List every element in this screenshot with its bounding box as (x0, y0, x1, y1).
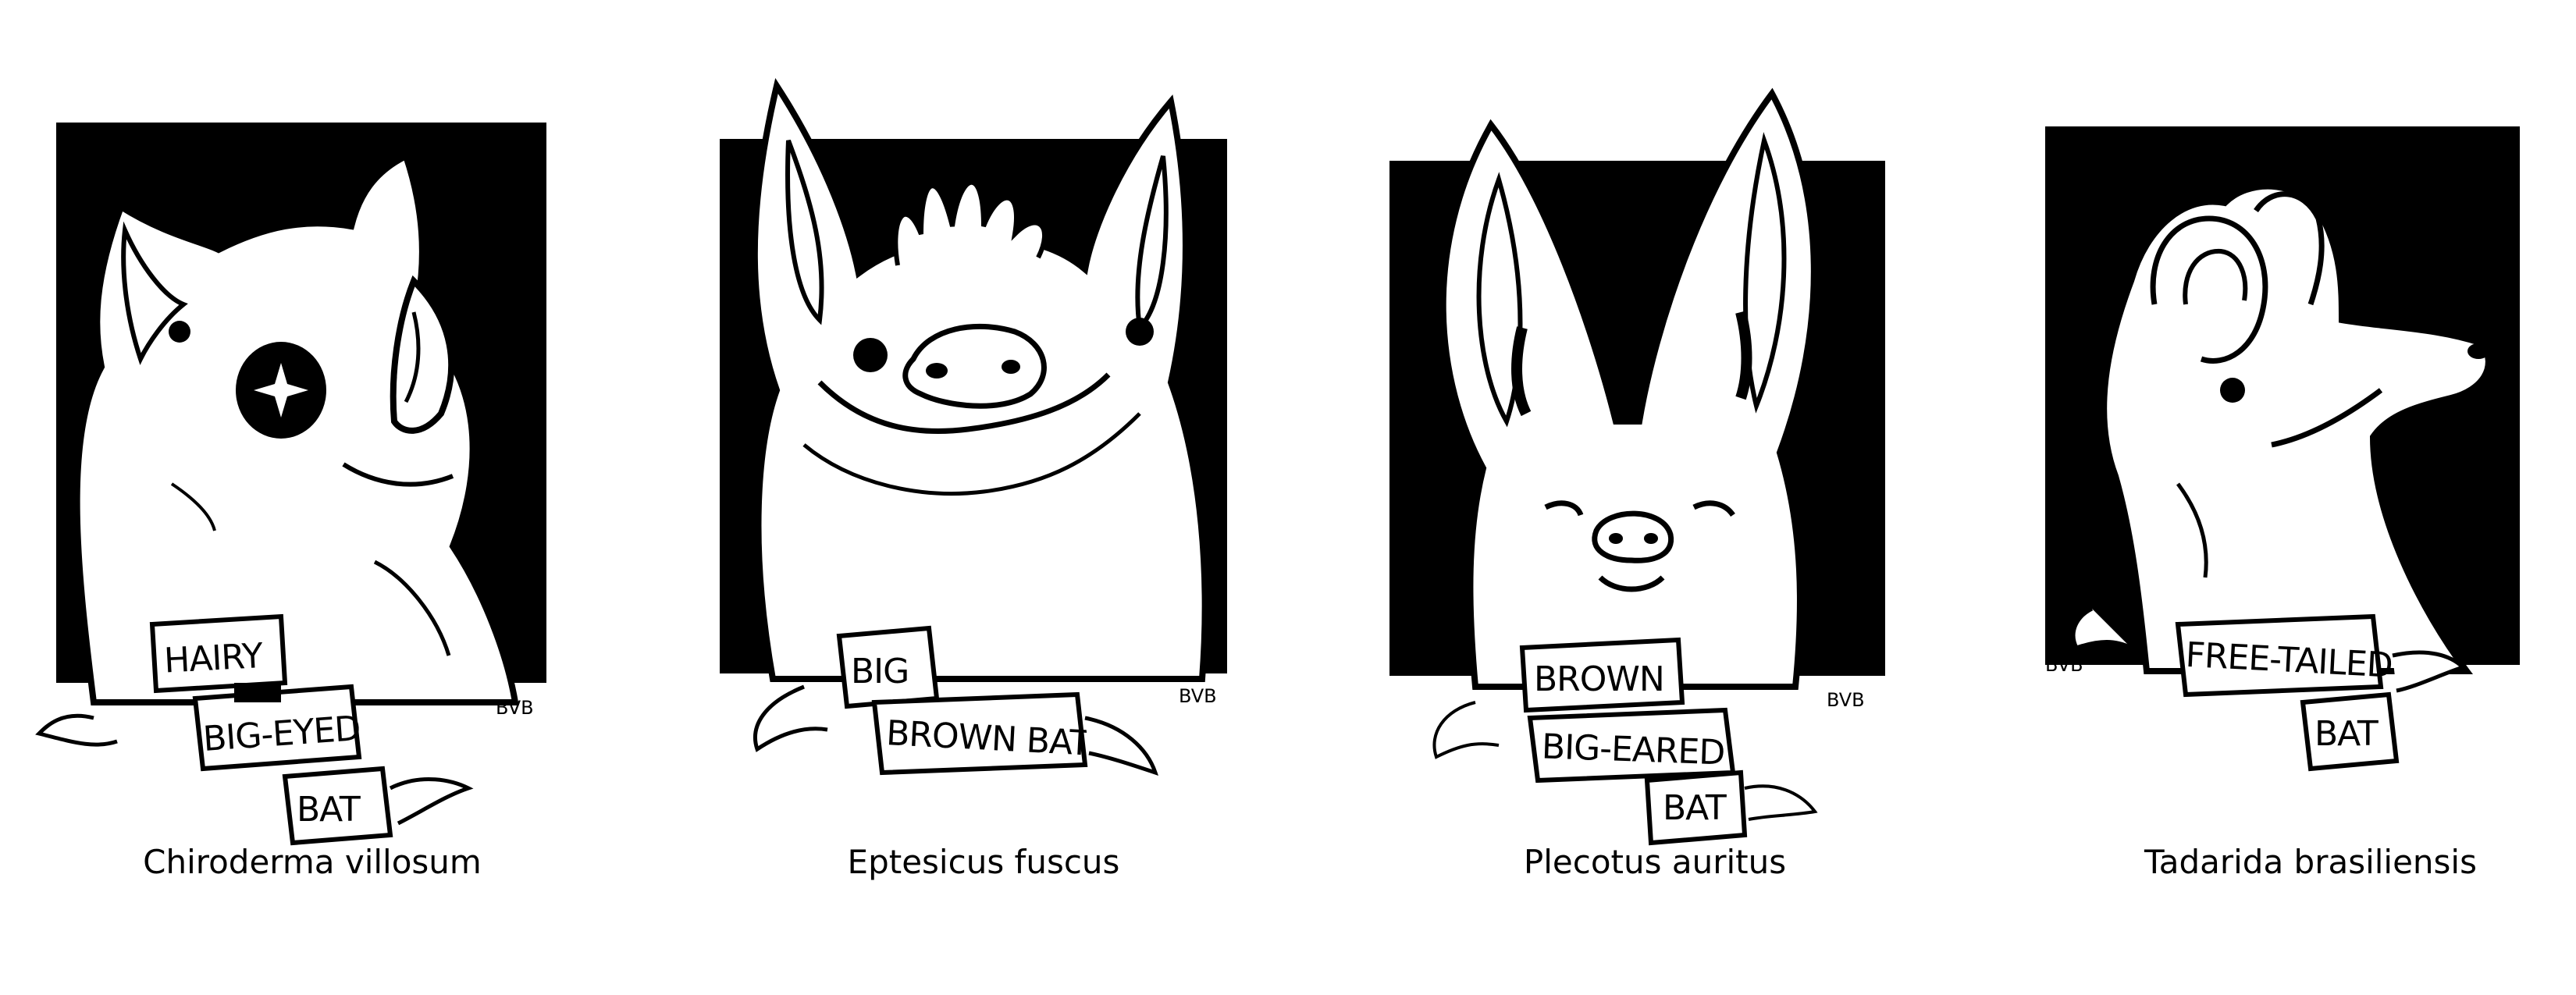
artist-signature: BVB (496, 697, 534, 719)
bat-head (1439, 87, 1817, 690)
banner-line-1: HAIRY (163, 636, 264, 681)
species-caption: Tadarida brasiliensis (2144, 843, 2477, 881)
snout (902, 323, 1047, 409)
big-brown-bat-illustration: BIG BROWN BAT BVB (720, 77, 1227, 776)
banner-line-3: BAT (297, 790, 361, 830)
species-caption: Eptesicus fuscus (847, 843, 1120, 881)
banner-line-3: BAT (1663, 788, 1727, 828)
species-caption: Chiroderma villosum (143, 843, 482, 881)
hairy-big-eyed-bat-illustration: HAIRY BIG-EYED BAT BVB (35, 123, 546, 846)
name-banner: FREE-TAILED BAT (2071, 606, 2467, 772)
free-tailed-bat-illustration: FREE-TAILED BAT BVB (2045, 126, 2520, 772)
species-caption: Plecotus auritus (1523, 843, 1787, 881)
artist-signature: BVB (2045, 654, 2083, 676)
brown-big-eared-bat-illustration: BROWN BIG-EARED BAT BVB (1389, 87, 1885, 846)
name-banner: BIG BROWN BAT (753, 625, 1158, 776)
bat-card-tadarida: FREE-TAILED BAT BVB Tadarida brasiliensi… (2045, 109, 2576, 890)
banner-line-1: BIG (851, 652, 909, 691)
snout (1592, 510, 1674, 563)
artist-signature: BVB (1827, 689, 1865, 711)
banner-line-2: BIG-EARED (1541, 727, 1725, 773)
bat-card-eptesicus: BIG BROWN BAT BVB Eptesicus fuscus (703, 77, 1265, 881)
name-banner: HAIRY BIG-EYED BAT (35, 613, 474, 846)
bat-card-chiroderma: HAIRY BIG-EYED BAT BVB Chiroderma villos… (35, 109, 578, 890)
banner-line-1: BROWN (1534, 659, 1664, 699)
bat-head (2101, 183, 2492, 674)
banner-line-2: BAT (2314, 714, 2379, 754)
artist-signature: BVB (1179, 685, 1217, 707)
bat-card-plecotus: BROWN BIG-EARED BAT BVB Plecotus auritus (1389, 87, 1920, 881)
name-banner: BROWN BIG-EARED BAT (1432, 637, 1818, 846)
